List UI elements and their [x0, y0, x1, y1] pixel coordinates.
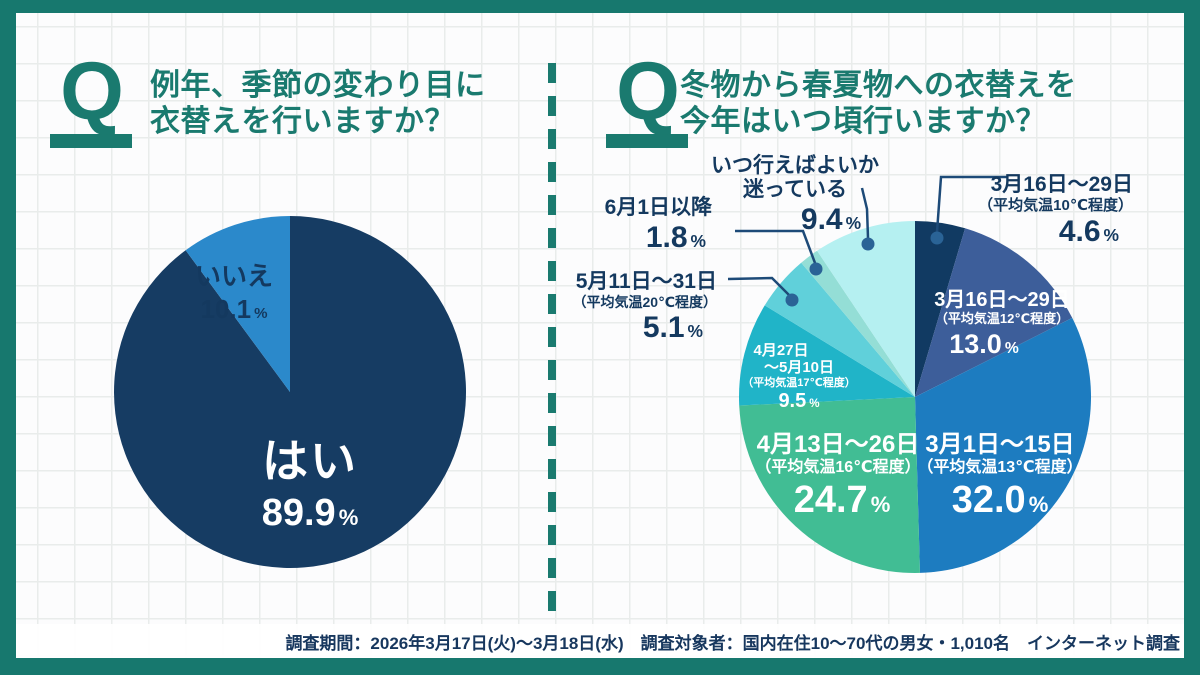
slice-temp: （平均気温17℃程度） [742, 376, 856, 389]
slice-label-apr13-26: 4月13日〜26日 （平均気温16℃程度） 24.7% [738, 431, 938, 523]
leader-line-5-1 [727, 276, 790, 296]
callout-value: 1.8% [645, 221, 706, 255]
callout-date: 5月11日〜31日 [575, 270, 717, 293]
survey-note-text: 調査期間：2026年3月17日(火)〜3月18日(水) 調査対象者：国内在住10… [285, 633, 1180, 653]
leader-line-1-8 [735, 229, 817, 264]
q-underline-bar [50, 133, 132, 148]
callout-undecided-value: 9.4% [800, 203, 862, 237]
question-left-line2: 衣替えを行いますか？ [150, 105, 455, 138]
callout-may11-31: 5月11日〜31日 （平均気温20℃程度） 5.1% [572, 270, 717, 346]
q-letter: Q [616, 46, 680, 137]
question-title-left: 例年、季節の変わり目に 衣替えを行いますか？ [150, 68, 486, 140]
callout-date: 6月1日以降 [604, 196, 712, 219]
q-letter: Q [60, 46, 124, 137]
pie-slice-いいえ [185, 216, 290, 392]
pie-slice-5月11日〜31日 [764, 262, 915, 397]
slice-date-line2: 〜5月10日 [763, 358, 835, 376]
slice-label-yes: はい 89.9% [210, 435, 410, 536]
dashed-divider [548, 63, 556, 620]
leader-dot-1-8 [809, 262, 823, 276]
question-right-line2: 今年はいつ頃行いますか？ [680, 105, 1046, 138]
pie-chart-timing [739, 221, 1092, 574]
slice-temp: （平均気温12℃程度） [934, 311, 1070, 326]
leader-dot-9-4 [861, 237, 875, 251]
pie-slice-3月16日〜29日 [915, 228, 1073, 397]
pie-slice-3月16日〜29日 [915, 221, 966, 397]
callout-temp: （平均気温10℃程度） [978, 197, 1133, 215]
slice-temp: （平均気温13℃程度） [917, 458, 1083, 476]
pie-slice-いつ行えばよいか迷っている [817, 221, 915, 397]
slice-label-no: いいえ 10.1% [154, 261, 314, 325]
pie-chart-seasonal-habit [114, 216, 467, 568]
slice-label-no-text: いいえ [194, 261, 273, 291]
slice-date: 3月1日〜15日 [925, 431, 1075, 458]
slice-date-line1: 4月27日 [753, 342, 809, 359]
callout-temp: （平均気温20℃程度） [572, 294, 717, 311]
question-title-right: 冬物から春夏物への衣替えを 今年はいつ頃行いますか？ [680, 68, 1077, 140]
slice-date: 3月16日〜29日 [934, 289, 1070, 311]
q-mark-right: Q [606, 46, 688, 148]
callout-undecided-line1: いつ行えばよいか [711, 154, 879, 177]
leader-line-4-6 [935, 175, 1008, 233]
q-mark-left: Q [50, 46, 132, 148]
callout-undecided: いつ行えばよいか 迷っている 9.4% [685, 154, 905, 238]
callout-value: 5.1% [642, 311, 703, 345]
leader-dot-5-1 [785, 293, 799, 307]
slice-temp: （平均気温16℃程度） [755, 458, 921, 476]
question-left-line1: 例年、季節の変わり目に [150, 69, 486, 102]
callout-undecided-line2: 迷っている [743, 178, 847, 202]
callout-value: 4.6% [1058, 215, 1119, 249]
slice-value: 24.7% [793, 478, 891, 521]
leader-lines [727, 175, 1008, 307]
slice-label-yes-text: はい [262, 435, 358, 487]
callout-june1-later: 6月1日以降 1.8% [605, 196, 712, 256]
callout-mar16-29-10c: 3月16日〜29日 （平均気温10℃程度） 4.6% [978, 173, 1133, 250]
pie-slice-3月1日〜15日 [915, 317, 1092, 573]
pie-slice-4月27日〜5月10日 [739, 305, 915, 406]
callout-date: 3月16日〜29日 [990, 173, 1133, 196]
leader-line-9-4 [860, 187, 870, 239]
slice-value: 32.0% [951, 478, 1049, 521]
slice-label-mar16-29-12c: 3月16日〜29日 （平均気温12℃程度） 13.0% [902, 289, 1102, 360]
slice-label-no-value: 10.1% [200, 293, 268, 324]
pie-slice-はい [114, 216, 467, 568]
grid-canvas: Q 例年、季節の変わり目に 衣替えを行いますか？ Q 冬物から春夏物への衣替えを… [16, 13, 1184, 658]
q-underline-bar [606, 133, 688, 148]
leader-dot-4-6 [930, 231, 944, 245]
slice-date: 4月13日〜26日 [756, 431, 920, 458]
pie-slice-4月13日〜26日 [739, 397, 920, 574]
slice-value: 13.0% [949, 328, 1019, 359]
pie-charts-svg [114, 175, 1092, 574]
slice-label-yes-value: 89.9% [261, 491, 359, 534]
slice-value: 9.5% [778, 389, 820, 412]
survey-note-bar: 調査期間：2026年3月17日(火)〜3月18日(水) 調査対象者：国内在住10… [16, 624, 1184, 658]
pie-slice-6月1日以降 [801, 250, 915, 397]
slice-label-mar1-15: 3月1日〜15日 （平均気温13℃程度） 32.0% [900, 431, 1100, 523]
question-right-line1: 冬物から春夏物への衣替えを [680, 69, 1077, 102]
slice-label-apr27-may10: 4月27日 〜5月10日 （平均気温17℃程度） 9.5% [719, 342, 879, 412]
